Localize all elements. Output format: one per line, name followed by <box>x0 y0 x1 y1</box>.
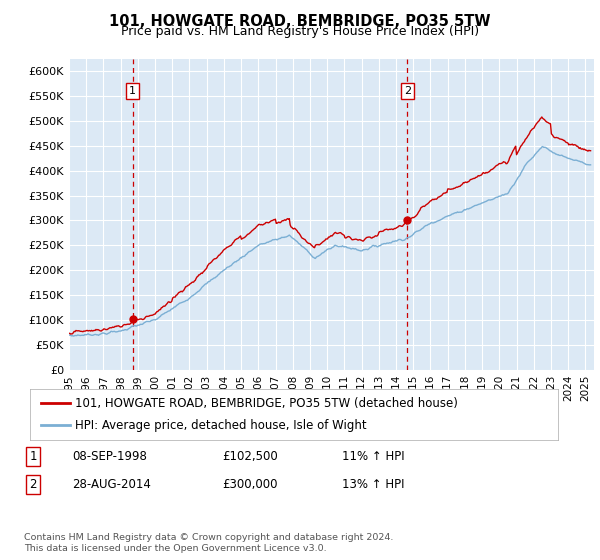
Text: Contains HM Land Registry data © Crown copyright and database right 2024.
This d: Contains HM Land Registry data © Crown c… <box>24 533 394 553</box>
Text: 101, HOWGATE ROAD, BEMBRIDGE, PO35 5TW (detached house): 101, HOWGATE ROAD, BEMBRIDGE, PO35 5TW (… <box>75 397 458 410</box>
Text: 28-AUG-2014: 28-AUG-2014 <box>72 478 151 491</box>
Text: 1: 1 <box>129 86 136 96</box>
Text: 2: 2 <box>29 478 37 491</box>
Text: Price paid vs. HM Land Registry's House Price Index (HPI): Price paid vs. HM Land Registry's House … <box>121 25 479 38</box>
Text: 11% ↑ HPI: 11% ↑ HPI <box>342 450 404 463</box>
Text: 101, HOWGATE ROAD, BEMBRIDGE, PO35 5TW: 101, HOWGATE ROAD, BEMBRIDGE, PO35 5TW <box>109 14 491 29</box>
Text: HPI: Average price, detached house, Isle of Wight: HPI: Average price, detached house, Isle… <box>75 419 367 432</box>
Text: £102,500: £102,500 <box>222 450 278 463</box>
Text: 13% ↑ HPI: 13% ↑ HPI <box>342 478 404 491</box>
Text: 1: 1 <box>29 450 37 463</box>
Text: 08-SEP-1998: 08-SEP-1998 <box>72 450 147 463</box>
Text: £300,000: £300,000 <box>222 478 277 491</box>
Text: 2: 2 <box>404 86 411 96</box>
